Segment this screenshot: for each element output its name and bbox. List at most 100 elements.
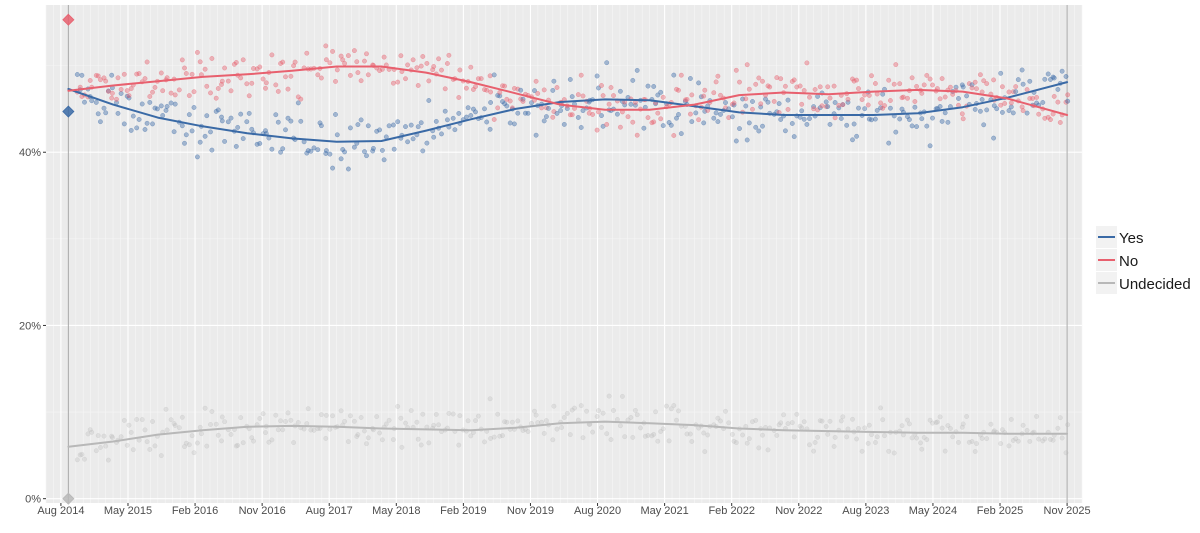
yes-poll-point [164,103,170,109]
no-poll-point [249,80,255,86]
x-tick-label: Nov 2022 [775,505,822,517]
yes-poll-point [1040,100,1046,105]
undecided-poll-point [905,417,910,423]
yes-poll-point [82,99,87,105]
undecided-poll-point [1024,427,1030,433]
yes-poll-point [844,122,850,128]
yes-poll-point [1063,74,1069,79]
yes-poll-point [658,89,664,95]
yes-poll-point [1024,110,1030,116]
undecided-poll-point [395,403,401,409]
yes-poll-point [743,103,749,109]
yes-poll-point [452,127,458,133]
yes-poll-point [405,139,411,145]
yes-poll-point [386,123,392,129]
no-poll-point [515,86,521,92]
undecided-poll-point [608,437,614,443]
no-poll-point [991,77,997,83]
no-poll-point [887,98,893,103]
yes-poll-point [939,118,945,124]
yes-poll-point [1020,81,1026,87]
undecided-poll-point [561,415,567,420]
undecided-poll-point [567,432,573,438]
yes-poll-point [630,77,636,83]
yes-poll-point [317,120,323,126]
undecided-poll-point [702,449,708,455]
undecided-poll-point [97,445,103,450]
no-poll-point [919,90,925,96]
no-poll-point [484,87,490,93]
undecided-poll-point [974,441,979,447]
undecided-poll-point [744,440,750,446]
undecided-poll-point [436,422,442,428]
undecided-poll-point [172,423,178,428]
yes-poll-point [160,113,166,118]
undecided-poll-point [408,408,414,414]
undecided-poll-point [288,417,294,423]
no-poll-point [240,57,246,63]
undecided-poll-point [658,429,664,434]
yes-poll-point [275,119,281,125]
undecided-poll-point [604,431,610,437]
undecided-poll-point [495,411,501,417]
no-poll-point [799,101,805,107]
no-poll-point [900,94,906,100]
undecided-poll-point [906,421,912,427]
yes-poll-point [617,88,623,94]
yes-poll-point [880,91,886,97]
yes-poll-point [998,70,1004,76]
undecided-poll-point [630,434,636,440]
no-poll-point [209,56,215,61]
no-poll-point [1027,96,1033,101]
no-poll-point [1048,117,1053,123]
no-poll-point [176,87,182,93]
no-poll-point [358,78,364,84]
undecided-poll-point [330,413,336,419]
yes-poll-point [791,134,797,140]
undecided-poll-point [781,412,787,418]
no-poll-point [95,73,101,79]
undecided-poll-point [666,438,672,444]
undecided-poll-point [502,419,508,425]
undecided-poll-point [457,413,463,419]
undecided-poll-point [811,448,817,454]
no-poll-point [260,76,266,82]
no-poll-point [726,115,732,121]
no-poll-point [832,115,838,121]
yes-poll-point [347,125,353,131]
undecided-poll-point [215,432,221,438]
undecided-poll-point [729,431,735,437]
yes-poll-point [379,147,385,153]
undecided-poll-point [95,433,101,439]
yes-poll-point [776,101,782,107]
yes-poll-point [507,120,513,126]
no-poll-point [1013,84,1019,90]
yes-poll-point [288,118,294,124]
undecided-poll-point [886,448,892,454]
yes-poll-point [924,123,930,129]
yes-poll-point [1042,76,1048,82]
no-poll-point [878,100,884,106]
no-poll-point [702,87,708,93]
undecided-poll-point [82,456,87,462]
yes-poll-point [442,108,448,114]
yes-poll-point [240,136,246,142]
undecided-poll-point [705,432,711,438]
yes-poll-point [390,122,396,128]
no-poll-point [676,87,681,93]
undecided-poll-point [338,408,344,414]
yes-poll-point [197,139,203,145]
undecided-poll-point [651,431,657,437]
undecided-poll-point [1015,438,1021,444]
yes-poll-point [420,148,426,154]
no-poll-point [869,73,874,79]
undecided-poll-point [266,439,272,445]
undecided-poll-point [176,425,182,431]
no-poll-point [1020,108,1026,114]
no-poll-point [817,84,823,90]
no-poll-point [109,95,115,101]
no-poll-point [298,96,304,102]
undecided-poll-point [263,430,268,436]
undecided-poll-point [791,434,797,440]
undecided-poll-point [364,441,369,447]
